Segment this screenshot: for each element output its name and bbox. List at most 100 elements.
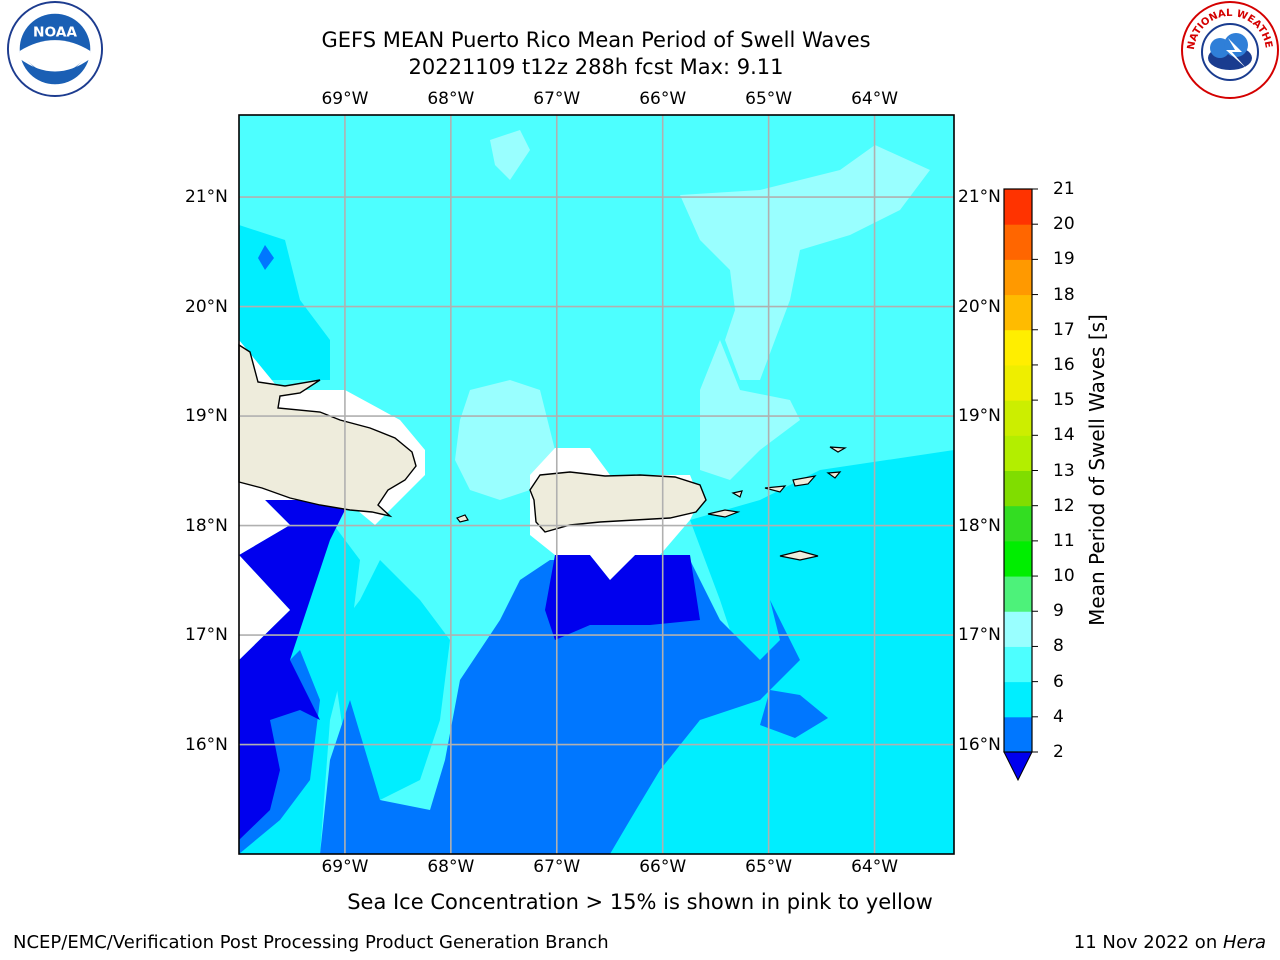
field-missing-hispaniola <box>239 340 425 555</box>
colorbar-segment-15 <box>1004 364 1032 401</box>
colorbar-segment-4 <box>1004 681 1032 718</box>
colorbar-label-18: 18 <box>1053 284 1075 305</box>
colorbar-label-16: 16 <box>1053 354 1075 375</box>
colorbar-label-6: 6 <box>1053 671 1064 692</box>
lon-tick-label-top: 68°W <box>427 89 475 109</box>
lon-tick-label-bottom: 69°W <box>321 857 369 877</box>
field-level-2-4-sw <box>239 650 320 854</box>
field-level-6-8 <box>239 115 954 854</box>
colorbar-segment-12 <box>1004 470 1032 507</box>
lon-tick-label-top: 67°W <box>533 89 581 109</box>
field-level-8-9-center <box>455 380 555 500</box>
footer-date-text: 11 Nov 2022 on <box>1073 932 1223 953</box>
colorbar-segment-18 <box>1004 259 1032 296</box>
lon-tick-label-top: 66°W <box>639 89 687 109</box>
footer-date: 11 Nov 2022 on Hera <box>1074 932 1266 953</box>
lat-tick-label-right: 18°N <box>958 515 1001 536</box>
colorbar-label-17: 17 <box>1053 319 1075 340</box>
colorbar-label-2: 2 <box>1053 742 1064 762</box>
colorbar-label-21: 21 <box>1053 179 1075 199</box>
colorbar-segment-10 <box>1004 540 1032 577</box>
colorbar-label-9: 9 <box>1053 601 1064 622</box>
footer-machine: Hera <box>1222 932 1266 953</box>
colorbar-label-19: 19 <box>1053 249 1075 270</box>
title-line-1: GEFS MEAN Puerto Rico Mean Period of Swe… <box>321 28 871 52</box>
colorbar-title: Mean Period of Swell Waves [s] <box>1085 314 1109 626</box>
colorbar-segment-16 <box>1004 329 1032 366</box>
lat-tick-label-left: 21°N <box>185 187 228 208</box>
colorbar-label-14: 14 <box>1053 425 1075 446</box>
field-below-2-south-pr <box>545 555 700 640</box>
colorbar <box>1003 188 1038 782</box>
lon-tick-label-top: 65°W <box>745 89 793 109</box>
land-virgin-islands-2 <box>792 475 817 487</box>
colorbar-segment-19 <box>1004 224 1032 260</box>
field-level-4-6-se <box>600 450 954 854</box>
field-level-4-6-south <box>239 520 360 854</box>
sea-ice-note: Sea Ice Concentration > 15% is shown in … <box>347 890 933 914</box>
colorbar-label-4: 4 <box>1053 706 1064 727</box>
lat-tick-label-left: 20°N <box>185 296 228 317</box>
colorbar-label-10: 10 <box>1053 566 1075 587</box>
lat-tick-label-left: 16°N <box>185 734 228 755</box>
lon-tick-label-bottom: 66°W <box>639 857 687 877</box>
land-culebra <box>731 490 743 498</box>
lat-tick-label-left: 19°N <box>185 406 228 427</box>
nws-logo: NATIONAL WEATHER SERVICE <box>1180 0 1279 99</box>
contour-field <box>239 115 954 854</box>
colorbar-segment-9 <box>1004 576 1032 612</box>
field-level-8-9-ne <box>680 145 930 380</box>
field-level-8-9-east <box>700 340 800 480</box>
colorbar-label-8: 8 <box>1053 636 1064 657</box>
lon-tick-label-top: 64°W <box>851 89 899 109</box>
land-st-croix <box>779 550 819 561</box>
noaa-logo-text: NOAA <box>33 24 77 40</box>
footer-credit: NCEP/EMC/Verification Post Processing Pr… <box>13 932 609 953</box>
land-virgin-islands-1 <box>764 485 787 493</box>
land-vieques <box>707 509 741 518</box>
field-missing-pr <box>530 448 700 580</box>
noaa-logo: NOAA <box>6 0 104 98</box>
colorbar-segment-14 <box>1004 400 1032 436</box>
map-border <box>238 114 955 855</box>
colorbar-segment-6 <box>1004 646 1032 683</box>
colorbar-segment-20 <box>1004 189 1032 225</box>
colorbar-extend-triangle <box>1003 751 1033 782</box>
land-anguilla <box>829 446 848 453</box>
colorbar-label-11: 11 <box>1053 530 1075 551</box>
land-virgin-islands-3 <box>826 471 842 479</box>
lon-tick-label-top: 69°W <box>321 89 369 109</box>
lat-tick-label-left: 18°N <box>185 515 228 536</box>
lon-tick-label-bottom: 68°W <box>427 857 475 877</box>
field-missing-sw <box>239 555 290 660</box>
field-level-2-4-south <box>320 560 800 854</box>
lon-tick-label-bottom: 67°W <box>533 857 581 877</box>
gridlines <box>239 115 954 854</box>
lat-tick-label-right: 16°N <box>958 734 1001 755</box>
lat-tick-label-right: 21°N <box>958 187 1001 208</box>
lat-tick-label-left: 17°N <box>185 625 228 646</box>
field-level-8-9-n <box>490 130 530 180</box>
colorbar-segment-2 <box>1004 716 1032 753</box>
colorbar-label-15: 15 <box>1053 390 1075 411</box>
title-line-2: 20221109 t12z 288h fcst Max: 9.11 <box>408 55 784 79</box>
colorbar-label-13: 13 <box>1053 460 1075 481</box>
colorbar-segment-11 <box>1004 505 1032 542</box>
colorbar-segment-17 <box>1004 294 1032 331</box>
field-level-2-4-east-blob <box>760 690 828 738</box>
land-puerto-rico <box>529 471 707 533</box>
colorbar-label-20: 20 <box>1053 214 1075 235</box>
field-below-2-sw <box>239 500 350 840</box>
colorbar-label-12: 12 <box>1053 495 1075 516</box>
field-level-4-6-mid <box>330 560 450 800</box>
lat-tick-label-right: 19°N <box>958 406 1001 427</box>
lat-tick-label-right: 20°N <box>958 296 1001 317</box>
colorbar-border <box>1003 188 1033 753</box>
lon-tick-label-bottom: 65°W <box>745 857 793 877</box>
colorbar-segment-8 <box>1004 611 1032 647</box>
colorbar-segment-13 <box>1004 435 1032 471</box>
land-mona-island <box>456 514 469 523</box>
field-level-2-4-nw-spot <box>258 245 274 270</box>
landmasses <box>238 343 848 561</box>
lon-tick-label-bottom: 64°W <box>851 857 899 877</box>
